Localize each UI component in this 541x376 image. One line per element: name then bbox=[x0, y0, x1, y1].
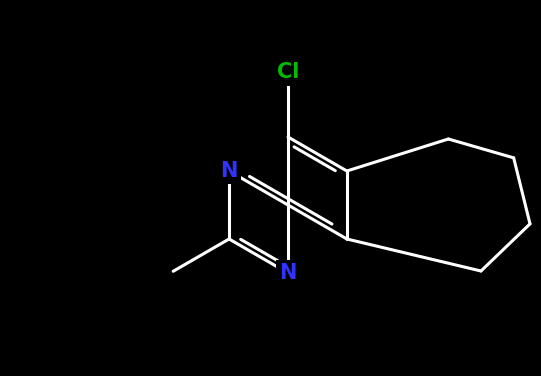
Text: N: N bbox=[279, 263, 296, 283]
Text: N: N bbox=[220, 161, 238, 181]
Text: Cl: Cl bbox=[277, 62, 299, 82]
